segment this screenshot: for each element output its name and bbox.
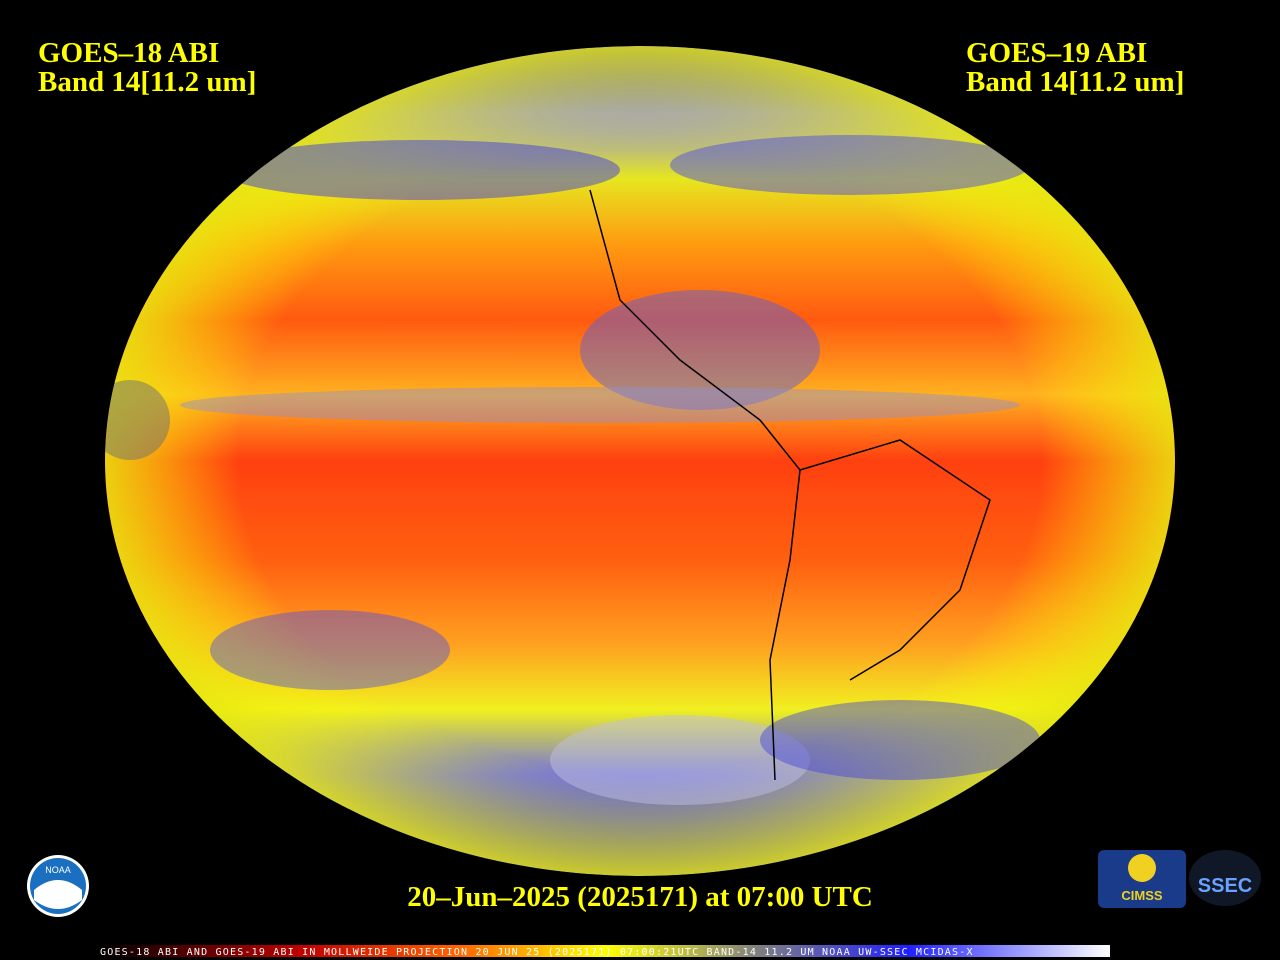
cimss-text: CIMSS <box>1121 888 1163 903</box>
right-satellite: GOES–19 ABI <box>966 37 1147 69</box>
ssec-logo: SSEC <box>1189 850 1261 906</box>
timestamp: 20–Jun–2025 (2025171) at 07:00 UTC <box>407 881 873 913</box>
left-satellite: GOES–18 ABI <box>38 37 219 69</box>
cloud-features <box>105 46 1175 876</box>
left-band: Band 14[11.2 um] <box>38 66 256 98</box>
noaa-text: NOAA <box>45 865 71 875</box>
noaa-logo: NOAA <box>27 855 89 917</box>
ssec-text: SSEC <box>1198 875 1252 897</box>
color-bar <box>100 945 1110 957</box>
cimss-logo: CIMSS <box>1098 850 1186 908</box>
footer: GOES-18 ABI AND GOES-19 ABI IN MOLLWEIDE… <box>100 947 974 958</box>
right-band: Band 14[11.2 um] <box>966 66 1184 98</box>
